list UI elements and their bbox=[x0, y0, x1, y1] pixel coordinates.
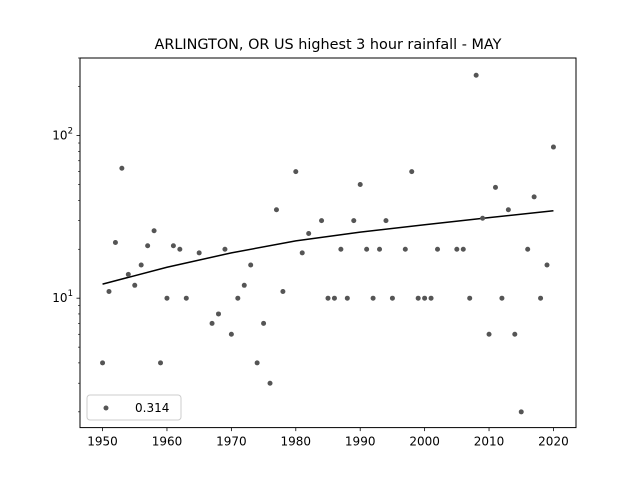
data-point bbox=[531, 194, 537, 200]
axes-frame bbox=[79, 57, 577, 429]
data-point bbox=[331, 295, 337, 301]
data-point bbox=[370, 295, 376, 301]
data-point bbox=[435, 246, 441, 252]
data-point bbox=[164, 295, 170, 301]
data-point bbox=[132, 282, 138, 288]
data-point bbox=[138, 262, 144, 268]
data-point bbox=[518, 409, 524, 415]
data-point bbox=[351, 218, 357, 224]
data-point bbox=[306, 230, 312, 236]
data-point bbox=[422, 295, 428, 301]
data-point bbox=[100, 360, 106, 366]
data-point bbox=[241, 282, 247, 288]
data-point bbox=[119, 165, 125, 171]
data-point bbox=[228, 331, 234, 337]
data-point bbox=[222, 246, 228, 252]
data-point bbox=[357, 182, 363, 188]
x-tick-label: 1960 bbox=[152, 435, 183, 449]
data-point bbox=[325, 295, 331, 301]
y-axis: 101 102 bbox=[52, 57, 80, 413]
data-point bbox=[338, 246, 344, 252]
data-point bbox=[402, 246, 408, 252]
data-point bbox=[293, 169, 299, 175]
data-point bbox=[151, 228, 157, 234]
data-point bbox=[550, 144, 556, 150]
data-point bbox=[261, 320, 267, 326]
data-point bbox=[544, 262, 550, 268]
y-tick-label: 101 bbox=[52, 289, 73, 305]
data-point bbox=[235, 295, 241, 301]
data-point bbox=[512, 331, 518, 337]
data-point bbox=[344, 295, 350, 301]
data-point bbox=[460, 246, 466, 252]
plot-area bbox=[100, 72, 556, 415]
data-point bbox=[480, 215, 486, 221]
data-point bbox=[415, 295, 421, 301]
x-tick-label: 2020 bbox=[538, 435, 569, 449]
data-point bbox=[183, 295, 189, 301]
data-point bbox=[505, 207, 511, 213]
x-tick-label: 2000 bbox=[409, 435, 440, 449]
legend-label: 0.314 bbox=[135, 401, 169, 415]
data-point bbox=[389, 295, 395, 301]
data-point bbox=[248, 262, 254, 268]
chart-title: ARLINGTON, OR US highest 3 hour rainfall… bbox=[155, 37, 502, 53]
x-tick-label: 1970 bbox=[216, 435, 247, 449]
data-point bbox=[409, 169, 415, 175]
data-point bbox=[377, 246, 383, 252]
data-point bbox=[273, 207, 279, 213]
data-point bbox=[383, 218, 389, 224]
data-point bbox=[538, 295, 544, 301]
y-tick-label: 102 bbox=[52, 127, 73, 143]
data-point bbox=[177, 246, 183, 252]
data-point bbox=[454, 246, 460, 252]
data-point bbox=[473, 72, 479, 78]
data-point bbox=[319, 218, 325, 224]
data-point bbox=[428, 295, 434, 301]
data-point bbox=[196, 250, 202, 256]
data-point bbox=[215, 311, 221, 317]
x-tick-label: 1980 bbox=[281, 435, 312, 449]
data-point bbox=[170, 243, 176, 249]
data-point bbox=[467, 295, 473, 301]
data-point bbox=[125, 271, 131, 277]
data-point bbox=[267, 380, 273, 386]
data-point bbox=[145, 243, 151, 249]
x-tick-label: 2010 bbox=[474, 435, 505, 449]
x-tick-label: 1990 bbox=[345, 435, 376, 449]
legend-box bbox=[86, 394, 182, 421]
data-point bbox=[106, 288, 112, 294]
data-point bbox=[209, 320, 215, 326]
legend: 0.314 bbox=[86, 394, 182, 421]
x-tick-label: 1950 bbox=[87, 435, 118, 449]
data-point bbox=[254, 360, 260, 366]
data-point bbox=[158, 360, 164, 366]
data-point bbox=[499, 295, 505, 301]
data-point bbox=[299, 250, 305, 256]
data-point bbox=[525, 246, 531, 252]
data-point bbox=[364, 246, 370, 252]
data-point bbox=[486, 331, 492, 337]
x-axis: 1950 1960 1970 1980 1990 2000 2010 2020 bbox=[87, 427, 569, 449]
trend-line bbox=[102, 209, 554, 285]
data-point bbox=[492, 184, 498, 190]
legend-marker bbox=[103, 405, 109, 411]
data-point bbox=[280, 288, 286, 294]
data-point bbox=[112, 240, 118, 246]
